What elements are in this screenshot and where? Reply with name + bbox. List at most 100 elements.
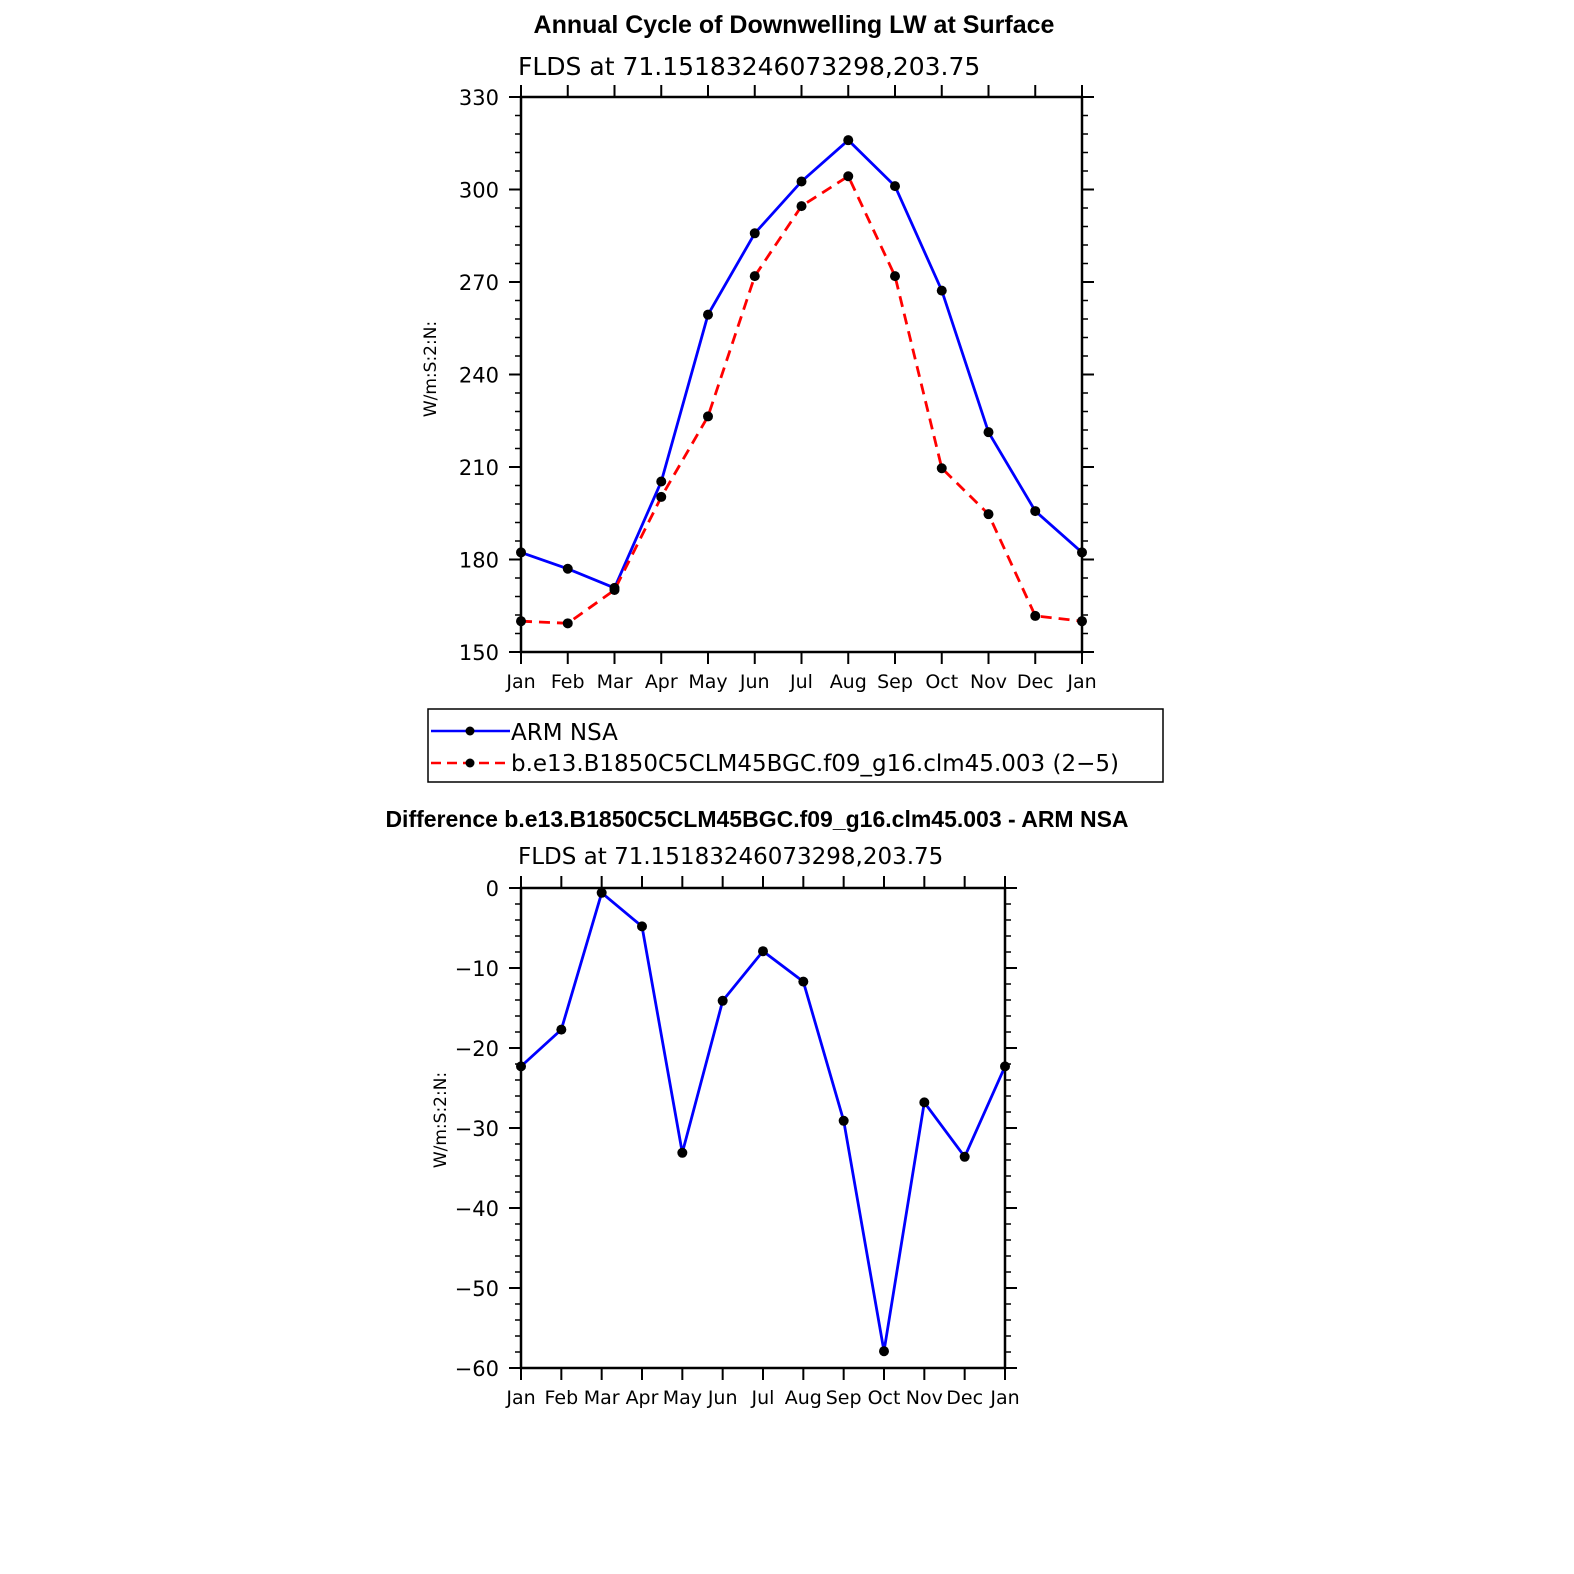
plot-frame (519, 886, 1007, 1370)
annual-cycle-panel: Annual Cycle of Downwelling LW at Surfac… (421, 11, 1164, 783)
data-point-1-8 (890, 271, 900, 282)
data-point-0-12 (1000, 1061, 1010, 1072)
data-point-0-11 (959, 1151, 970, 1162)
y-tick-label: −10 (455, 957, 499, 981)
series-markers (516, 887, 1010, 1357)
data-point-0-6 (758, 946, 768, 957)
x-tick-label: Feb (551, 671, 585, 693)
x-tick-label: Jul (789, 671, 813, 693)
data-point-0-0 (516, 547, 526, 558)
y-axis-label: W/m:S:2:N: (431, 1072, 451, 1168)
x-tick-label: Oct (868, 1387, 901, 1409)
y-tick-label: −30 (455, 1117, 499, 1141)
axes: 150 180 210 240 270 300 330 Jan Feb Mar Apr May Jun J… (459, 85, 1097, 693)
x-tick-label: Sep (877, 671, 913, 693)
data-point-0-1 (562, 563, 573, 574)
x-tick-label: May (688, 671, 727, 693)
data-point-0-0 (516, 1061, 526, 1072)
data-point-0-3 (656, 476, 667, 487)
data-point-0-7 (798, 976, 809, 987)
x-tick-label: Jun (739, 671, 770, 693)
series-line-0 (520, 890, 1007, 1352)
y-tick-label: −60 (455, 1357, 499, 1381)
x-tick-label: Dec (1017, 671, 1054, 693)
data-point-1-4 (703, 411, 713, 422)
data-point-0-6 (796, 176, 807, 187)
data-point-0-4 (703, 309, 713, 320)
series-line-1 (520, 174, 1083, 625)
data-point-0-2 (596, 887, 607, 898)
data-point-1-12 (1077, 616, 1087, 627)
x-tick-label: Jan (989, 1387, 1019, 1409)
x-tick-label: Nov (970, 671, 1007, 693)
series-lines (520, 138, 1083, 625)
x-tick-label: Apr (645, 671, 678, 693)
data-point-1-7 (843, 171, 854, 182)
data-point-1-9 (936, 463, 947, 474)
y-tick-label: 270 (459, 271, 499, 295)
x-tick-label: Sep (826, 1387, 862, 1409)
x-tick-label: Oct (925, 671, 958, 693)
data-point-1-2 (609, 585, 620, 596)
legend-label-model: b.e13.B1850C5CLM45BGC.f09_g16.clm45.003 … (511, 751, 1119, 777)
data-point-0-9 (936, 285, 947, 296)
series-lines (520, 890, 1007, 1352)
data-point-0-10 (983, 427, 994, 438)
data-point-1-5 (749, 271, 760, 282)
data-point-1-1 (562, 618, 573, 629)
y-tick-label: 150 (459, 641, 499, 665)
y-tick-label: 240 (459, 364, 499, 388)
data-point-0-11 (1030, 506, 1041, 517)
data-point-0-1 (556, 1024, 567, 1035)
legend-marker-model (465, 758, 475, 768)
x-tick-label: Apr (626, 1387, 659, 1409)
x-tick-label: Jul (751, 1387, 775, 1409)
x-tick-label: Jan (505, 671, 535, 693)
chart-subtitle: FLDS at 71.15183246073298,203.75 (518, 844, 943, 870)
data-point-0-8 (890, 181, 900, 192)
x-tick-label: May (663, 1387, 702, 1409)
x-tick-label: Mar (584, 1387, 620, 1409)
x-tick-label: Dec (946, 1387, 983, 1409)
data-point-0-5 (749, 228, 760, 239)
chart-title: Difference b.e13.B1850C5CLM45BGC.f09_g16… (385, 806, 1128, 832)
data-point-1-11 (1030, 610, 1041, 621)
chart-subtitle: FLDS at 71.15183246073298,203.75 (518, 52, 980, 81)
difference-panel: Difference b.e13.B1850C5CLM45BGC.f09_g16… (385, 806, 1128, 1409)
data-point-0-8 (838, 1115, 849, 1126)
y-tick-label: 330 (459, 86, 499, 110)
x-tick-label: Aug (785, 1387, 822, 1409)
legend: ARM NSA b.e13.B1850C5CLM45BGC.f09_g16.cl… (427, 708, 1164, 783)
x-tick-label: Jan (505, 1387, 535, 1409)
data-point-1-3 (656, 491, 667, 502)
data-point-1-10 (983, 509, 994, 520)
y-tick-label: −50 (455, 1277, 499, 1301)
x-tick-label: Mar (597, 671, 633, 693)
data-point-0-3 (637, 921, 647, 932)
y-tick-label: 180 (459, 549, 499, 573)
axes: −60 −50 −40 −30 −20 −10 0 Jan Feb Mar Apr May Jun Jul… (455, 876, 1020, 1409)
data-point-1-0 (516, 616, 526, 627)
data-point-0-7 (843, 135, 854, 146)
y-tick-label: 210 (459, 456, 499, 480)
legend-box (427, 708, 1164, 783)
data-point-0-5 (717, 995, 728, 1006)
y-tick-label: −40 (455, 1197, 499, 1221)
data-point-0-10 (919, 1097, 930, 1108)
legend-label-arm-nsa: ARM NSA (511, 720, 618, 746)
data-point-0-4 (677, 1147, 688, 1158)
data-point-0-9 (879, 1346, 889, 1357)
y-axis-label: W/m:S:2:N: (421, 321, 441, 417)
series-markers (516, 135, 1087, 629)
x-tick-label: Jan (1066, 671, 1096, 693)
y-tick-label: −20 (455, 1037, 499, 1061)
y-tick-label: 0 (486, 877, 499, 901)
x-tick-label: Jun (707, 1387, 738, 1409)
x-tick-label: Feb (545, 1387, 579, 1409)
chart-title: Annual Cycle of Downwelling LW at Surfac… (534, 11, 1055, 39)
x-tick-label: Nov (906, 1387, 943, 1409)
y-tick-label: 300 (459, 179, 499, 203)
data-point-1-6 (796, 201, 807, 212)
x-tick-label: Aug (830, 671, 867, 693)
